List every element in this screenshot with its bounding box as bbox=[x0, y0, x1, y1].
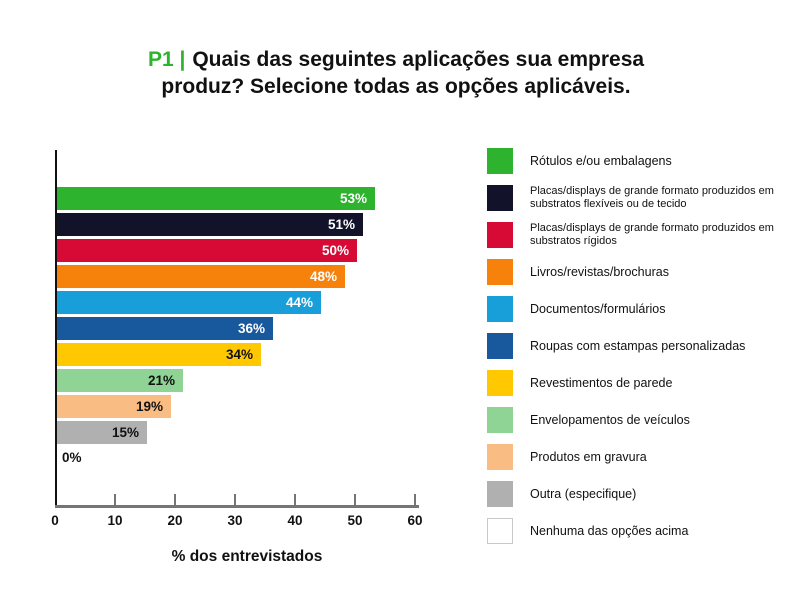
bar-row: 0% bbox=[57, 447, 375, 470]
bar: 48% bbox=[57, 265, 345, 288]
legend-label: Roupas com estampas personalizadas bbox=[530, 338, 746, 353]
legend-item: Outra (especifique) bbox=[487, 481, 786, 507]
bar-row: 15% bbox=[57, 421, 375, 444]
x-tick-mark bbox=[114, 494, 116, 505]
bar: 19% bbox=[57, 395, 171, 418]
legend-item: Placas/displays de grande formato produz… bbox=[487, 222, 786, 248]
legend-swatch bbox=[487, 185, 513, 211]
bar-value-label: 53% bbox=[339, 191, 367, 206]
bar-row: 21% bbox=[57, 369, 375, 392]
legend: Rótulos e/ou embalagens Placas/displays d… bbox=[487, 148, 786, 555]
legend-swatch bbox=[487, 148, 513, 174]
legend-label: Placas/displays de grande formato produz… bbox=[530, 222, 774, 247]
legend-swatch bbox=[487, 481, 513, 507]
legend-label: Documentos/formulários bbox=[530, 301, 666, 316]
legend-swatch bbox=[487, 296, 513, 322]
bar-row: 48% bbox=[57, 265, 375, 288]
bar: 53% bbox=[57, 187, 375, 210]
legend-swatch bbox=[487, 444, 513, 470]
legend-item: Roupas com estampas personalizadas bbox=[487, 333, 786, 359]
bar-row: 51% bbox=[57, 213, 375, 236]
x-tick-label: 30 bbox=[227, 513, 243, 528]
legend-item: Rótulos e/ou embalagens bbox=[487, 148, 786, 174]
x-tick-mark bbox=[174, 494, 176, 505]
legend-label: Produtos em gravura bbox=[530, 449, 647, 464]
bar-value-label: 19% bbox=[135, 399, 163, 414]
bar-value-label: 0% bbox=[62, 450, 82, 465]
legend-swatch bbox=[487, 222, 513, 248]
legend-label: Nenhuma das opções acima bbox=[530, 523, 689, 538]
x-tick-label: 20 bbox=[167, 513, 183, 528]
legend-swatch bbox=[487, 407, 513, 433]
bar-value-label: 48% bbox=[309, 269, 337, 284]
legend-swatch bbox=[487, 518, 513, 544]
x-tick-mark bbox=[234, 494, 236, 505]
x-tick-label: 10 bbox=[107, 513, 123, 528]
question-number: P1 | bbox=[147, 48, 186, 71]
bar-value-label: 15% bbox=[111, 425, 139, 440]
bar-value-label: 51% bbox=[327, 217, 355, 232]
chart-title-line-2: produz? Selecione todas as opções aplicá… bbox=[161, 75, 631, 98]
legend-swatch bbox=[487, 333, 513, 359]
bar: 34% bbox=[57, 343, 261, 366]
legend-item: Livros/revistas/brochuras bbox=[487, 259, 786, 285]
bar: 51% bbox=[57, 213, 363, 236]
bars-container: 53% 51% 50% 48% 44% 36% 34% 21% 19% 15% 0% bbox=[57, 187, 375, 473]
x-tick-label: 60 bbox=[407, 513, 423, 528]
legend-label: Rótulos e/ou embalagens bbox=[530, 153, 672, 168]
legend-item: Produtos em gravura bbox=[487, 444, 786, 470]
legend-item: Revestimentos de parede bbox=[487, 370, 786, 396]
x-tick-mark bbox=[414, 494, 416, 505]
bar: 36% bbox=[57, 317, 273, 340]
x-tick-label: 40 bbox=[287, 513, 303, 528]
bar-row: 19% bbox=[57, 395, 375, 418]
bar: 50% bbox=[57, 239, 357, 262]
legend-item: Envelopamentos de veículos bbox=[487, 407, 786, 433]
bar-value-label: 34% bbox=[225, 347, 253, 362]
legend-label: Outra (especifique) bbox=[530, 486, 637, 501]
legend-item: Nenhuma das opções acima bbox=[487, 518, 786, 544]
bar-row: 36% bbox=[57, 317, 375, 340]
x-axis-line bbox=[55, 505, 419, 508]
x-tick-label: 50 bbox=[347, 513, 363, 528]
legend-label: Livros/revistas/brochuras bbox=[530, 264, 669, 279]
x-tick-mark bbox=[354, 494, 356, 505]
x-axis-label: % dos entrevistados bbox=[171, 548, 323, 565]
bar-row: 44% bbox=[57, 291, 375, 314]
bar-value-label: 21% bbox=[147, 373, 175, 388]
legend-label: Placas/displays de grande formato produz… bbox=[530, 185, 774, 210]
chart-title-text-1: Quais das seguintes aplicações sua empre… bbox=[192, 48, 645, 71]
bar: 21% bbox=[57, 369, 183, 392]
bar-value-label: 50% bbox=[321, 243, 349, 258]
x-tick-label: 0 bbox=[51, 513, 59, 528]
legend-item: Placas/displays de grande formato produz… bbox=[487, 185, 786, 211]
bar-row: 53% bbox=[57, 187, 375, 210]
legend-label: Revestimentos de parede bbox=[530, 375, 673, 390]
bar-value-label: 44% bbox=[285, 295, 313, 310]
legend-item: Documentos/formulários bbox=[487, 296, 786, 322]
bar-row: 34% bbox=[57, 343, 375, 366]
chart-title: P1 | Quais das seguintes aplicações sua e… bbox=[0, 46, 792, 100]
bar-row: 50% bbox=[57, 239, 375, 262]
x-tick-mark bbox=[294, 494, 296, 505]
chart-title-line-1: P1 | Quais das seguintes aplicações sua e… bbox=[0, 46, 792, 73]
y-axis-line bbox=[55, 150, 57, 507]
bar-value-label: 36% bbox=[237, 321, 265, 336]
legend-swatch bbox=[487, 259, 513, 285]
bar: 44% bbox=[57, 291, 321, 314]
legend-label: Envelopamentos de veículos bbox=[530, 412, 690, 427]
legend-swatch bbox=[487, 370, 513, 396]
bar: 15% bbox=[57, 421, 147, 444]
